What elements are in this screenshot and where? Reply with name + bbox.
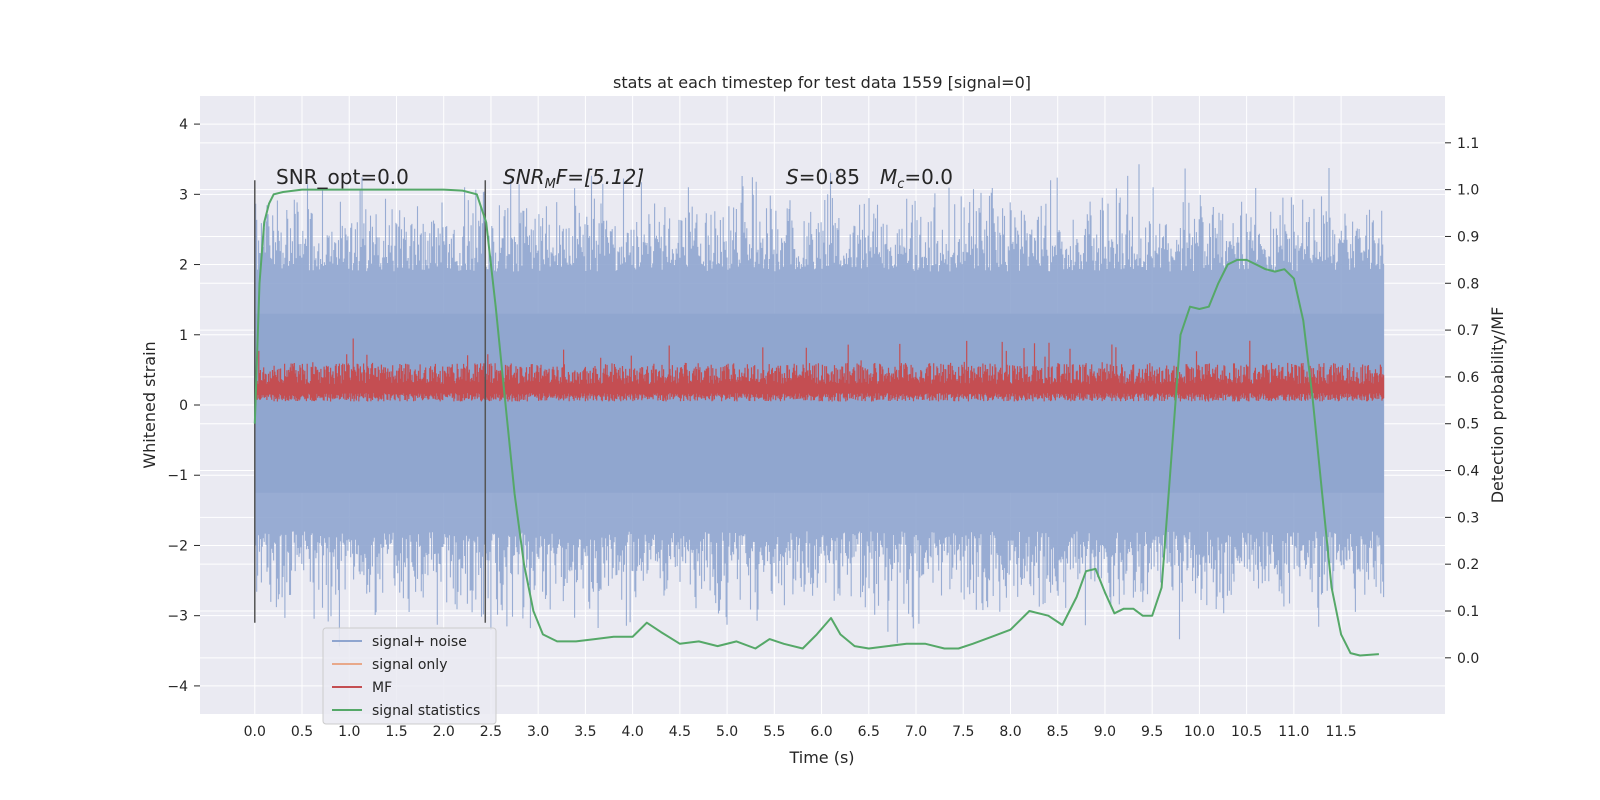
y-tick-label: 2 <box>179 258 188 274</box>
x-tick-label: 2.0 <box>433 724 455 740</box>
y-tick-label: 0 <box>179 398 188 414</box>
annotation-snr-mf-prefix: SNR <box>503 165 545 189</box>
x-tick-label: 2.5 <box>480 724 502 740</box>
x-axis-label: Time (s) <box>788 748 854 767</box>
x-axis-ticks: 0.0 0.5 1.0 1.5 2.0 2.5 3.0 3.5 4.0 4.5 5.0 5.5 6.0 6… <box>244 724 1357 740</box>
y-tick-label: −1 <box>167 468 188 484</box>
y-tick-label: −2 <box>167 538 188 554</box>
x-tick-label: 0.5 <box>291 724 313 740</box>
legend-label-signal-statistics: signal statistics <box>372 703 480 719</box>
x-tick-label: 10.5 <box>1231 724 1262 740</box>
x-tick-label: 1.5 <box>385 724 407 740</box>
x-tick-label: 9.0 <box>1094 724 1116 740</box>
y2-tick-label: 1.0 <box>1457 183 1479 199</box>
x-tick-label: 0.0 <box>244 724 266 740</box>
x-tick-label: 1.0 <box>338 724 360 740</box>
y-tick-label: 4 <box>179 117 188 133</box>
x-tick-label: 11.0 <box>1278 724 1309 740</box>
annotation-mc-label: M <box>880 165 897 189</box>
signal-statistics-line <box>253 188 1379 657</box>
annotation-snr-mf-sub: M <box>545 177 556 192</box>
series-signal-statistics <box>253 188 1379 657</box>
annotation-snr-mf: SNRMF=[5.12] <box>503 165 644 192</box>
x-tick-label: 6.5 <box>858 724 880 740</box>
legend-label-signal-only: signal only <box>372 657 447 673</box>
x-tick-label: 5.0 <box>716 724 738 740</box>
x-tick-label: 3.5 <box>574 724 596 740</box>
y2-tick-label: 1.1 <box>1457 136 1479 152</box>
y-tick-label: −4 <box>167 679 188 695</box>
y-tick-label: 1 <box>179 328 188 344</box>
signal-noise-core <box>254 313 1384 493</box>
y-axis-label: Whitened strain <box>140 341 159 468</box>
annotation-s-label: S <box>786 165 799 189</box>
legend: signal+ noise signal only MF signal stat… <box>322 627 497 725</box>
x-tick-label: 9.5 <box>1141 724 1163 740</box>
y2-tick-label: 0.4 <box>1457 464 1479 480</box>
chart-title: stats at each timestep for test data 155… <box>613 73 1031 92</box>
y2-tick-label: 0.5 <box>1457 417 1479 433</box>
x-tick-label: 10.0 <box>1184 724 1215 740</box>
series-signal-noise <box>254 164 1385 647</box>
y2-axis-ticks: 1.1 1.0 0.9 0.8 0.7 0.6 0.5 0.4 0.3 0.2 0.1 0.0 <box>1445 136 1479 667</box>
y2-tick-label: 0.7 <box>1457 323 1479 339</box>
y2-tick-label: 0.2 <box>1457 557 1479 573</box>
x-tick-label: 6.0 <box>810 724 832 740</box>
x-tick-label: 4.0 <box>621 724 643 740</box>
y2-tick-label: 0.0 <box>1457 651 1479 667</box>
annotation-mc-value: =0.0 <box>904 165 953 189</box>
x-tick-label: 7.5 <box>952 724 974 740</box>
x-tick-label: 8.5 <box>1047 724 1069 740</box>
x-tick-label: 3.0 <box>527 724 549 740</box>
y2-tick-label: 0.3 <box>1457 510 1479 526</box>
y-axis-ticks: 4 3 2 1 0 −1 −2 −3 −4 <box>167 117 200 695</box>
legend-label-signal-noise: signal+ noise <box>372 634 467 650</box>
y2-axis-label: Detection probability/MF <box>1488 307 1507 504</box>
legend-box <box>322 627 497 725</box>
x-tick-label: 5.5 <box>763 724 785 740</box>
y2-tick-label: 0.1 <box>1457 604 1479 620</box>
annotation-s: S=0.85 <box>786 165 860 189</box>
y2-tick-label: 0.6 <box>1457 370 1479 386</box>
legend-label-mf: MF <box>372 680 392 696</box>
y-tick-label: 3 <box>179 187 188 203</box>
x-tick-label: 4.5 <box>669 724 691 740</box>
x-tick-label: 11.5 <box>1326 724 1357 740</box>
annotation-mc: Mc=0.0 <box>880 165 953 192</box>
x-tick-label: 7.0 <box>905 724 927 740</box>
annotation-s-value: =0.85 <box>799 165 860 189</box>
annotation-snr-mf-rest: F=[5.12] <box>556 165 644 189</box>
y2-tick-label: 0.9 <box>1457 229 1479 245</box>
annotation-snr-opt: SNR_opt=0.0 <box>276 165 409 189</box>
y2-tick-label: 0.8 <box>1457 276 1479 292</box>
annotation-mc-sub: c <box>897 177 904 192</box>
y-tick-label: −3 <box>167 609 188 625</box>
x-tick-label: 8.0 <box>999 724 1021 740</box>
